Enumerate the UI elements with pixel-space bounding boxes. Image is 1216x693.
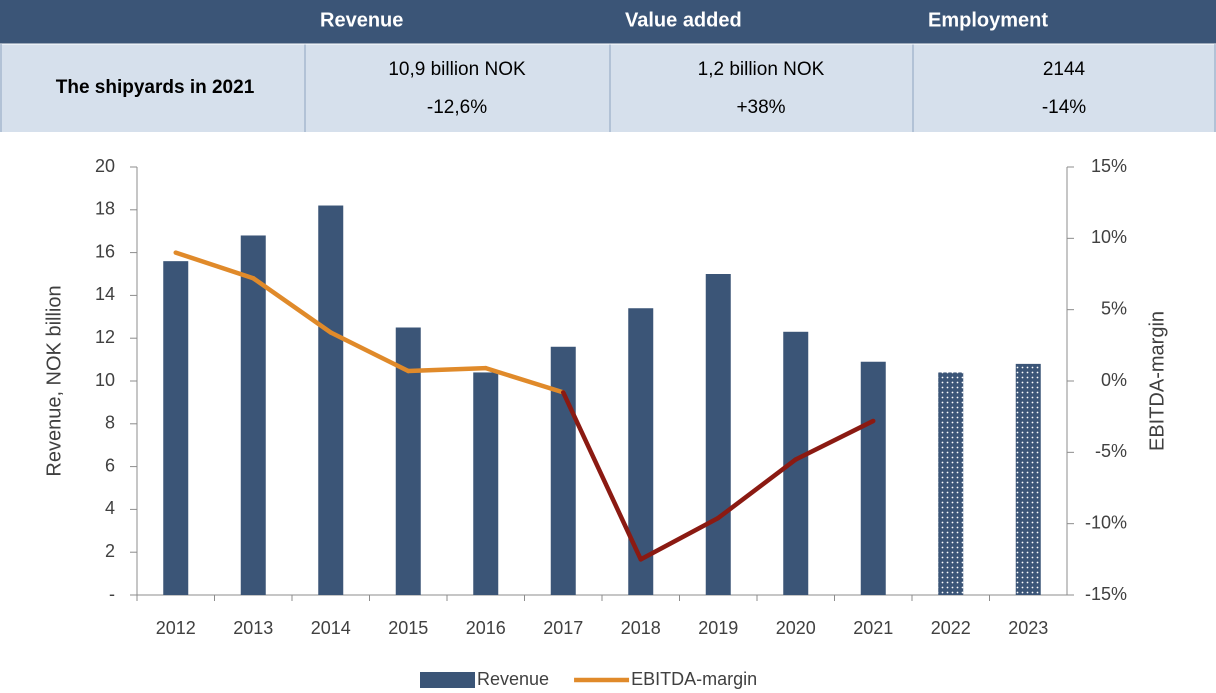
y-tick-label: 16: [95, 241, 115, 261]
y-tick-label: 20: [95, 156, 115, 176]
bar: [705, 274, 731, 595]
y2-tick-label: -10%: [1085, 512, 1127, 532]
y-tick-label: 2: [105, 541, 115, 561]
y-tick-label: 14: [95, 284, 115, 304]
x-tick-label: 2014: [311, 618, 351, 638]
x-tick-label: 2013: [233, 618, 273, 638]
y2-tick-label: 15%: [1091, 156, 1127, 176]
cell: 10,9 billion NOK: [388, 59, 526, 80]
y-tick-label: 10: [95, 370, 115, 390]
y-tick-label: 4: [105, 498, 115, 518]
cell: 1,2 billion NOK: [698, 59, 825, 80]
y-tick-label: 18: [95, 199, 115, 219]
y-tick-label: -: [109, 584, 115, 604]
x-tick-label: 2018: [621, 618, 661, 638]
y2-tick-label: -15%: [1085, 584, 1127, 604]
line-segment: [638, 515, 721, 562]
y-tick-label: 12: [95, 327, 115, 347]
line-segment: [483, 365, 566, 395]
y2-tick-label: 5%: [1101, 298, 1127, 318]
bar: [550, 346, 576, 595]
line-segment: [328, 330, 411, 374]
y2-tick-label: -5%: [1095, 441, 1127, 461]
y2-tick-label: 10%: [1091, 227, 1127, 247]
x-tick-label: 2017: [543, 618, 583, 638]
line-segment: [173, 250, 256, 281]
x-tick-label: 2019: [698, 618, 738, 638]
y2-axis-title: EBITDA-margin: [1146, 311, 1168, 451]
y-axis-title: Revenue, NOK billion: [43, 285, 65, 476]
bar: [318, 205, 344, 595]
bar: [473, 372, 499, 595]
x-tick-label: 2023: [1008, 618, 1048, 638]
table-header: [0, 0, 1216, 44]
y2-tick-label: 0%: [1101, 370, 1127, 390]
cell: -12,6%: [427, 97, 487, 118]
x-tick-label: 2015: [388, 618, 428, 638]
line-segment: [716, 457, 798, 521]
cell: -14%: [1042, 97, 1086, 118]
bar: [240, 235, 266, 596]
bar: [938, 372, 964, 595]
y-tick-label: 8: [105, 413, 115, 433]
bar: [163, 261, 189, 595]
column-header: Value added: [625, 9, 742, 31]
bar: [860, 361, 886, 595]
legend-label: EBITDA-margin: [631, 669, 757, 689]
column-header: Revenue: [320, 9, 403, 31]
legend-label: Revenue: [477, 669, 549, 689]
cell: +38%: [736, 97, 785, 118]
legend-swatch: [420, 672, 475, 688]
cell: 2144: [1043, 59, 1086, 80]
line-segment: [251, 276, 333, 335]
bar: [1015, 363, 1041, 595]
line-segment: [561, 390, 643, 562]
bar: [628, 308, 654, 595]
row-label: The shipyards in 2021: [56, 77, 255, 98]
line-segment: [406, 365, 488, 374]
x-tick-label: 2021: [853, 618, 893, 638]
line-segment: [793, 418, 876, 462]
y-tick-label: 6: [105, 455, 115, 475]
x-tick-label: 2020: [776, 618, 816, 638]
x-tick-label: 2012: [156, 618, 196, 638]
x-tick-label: 2016: [466, 618, 506, 638]
x-tick-label: 2022: [931, 618, 971, 638]
table-row: [0, 44, 1216, 132]
column-header: Employment: [928, 9, 1048, 31]
